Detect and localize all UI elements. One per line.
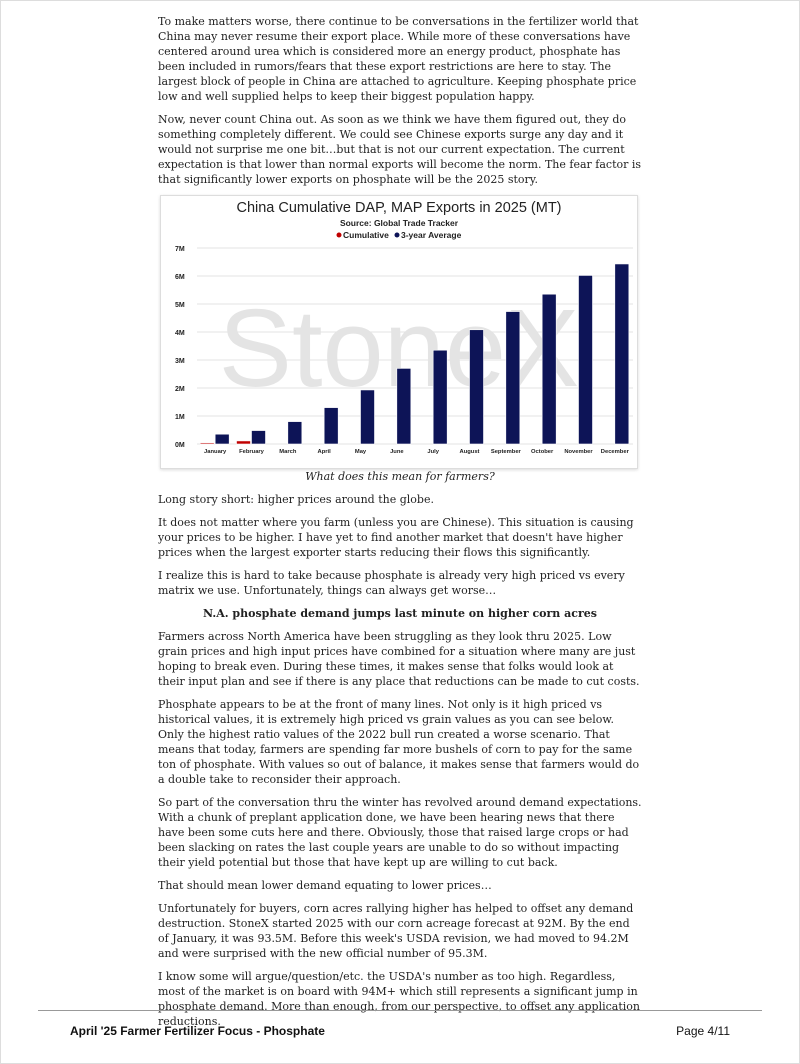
footer-divider xyxy=(38,1010,762,1011)
x-tick-label: June xyxy=(390,449,404,455)
chart-legend: Cumulative 3-year Average xyxy=(336,230,462,240)
x-tick-label: October xyxy=(531,449,554,455)
bar-cumulative xyxy=(236,440,251,445)
legend-swatch-average xyxy=(394,232,400,238)
x-tick-label: April xyxy=(318,449,332,455)
bar-average xyxy=(251,430,266,445)
legend-swatch-cumulative xyxy=(336,232,342,238)
bar-average xyxy=(469,329,484,445)
x-tick-label: March xyxy=(279,449,297,455)
chart-subtitle: Source: Global Trade Tracker xyxy=(340,218,459,228)
section-heading: N.A. phosphate demand jumps last minute … xyxy=(203,607,597,620)
bar-average xyxy=(214,433,230,445)
x-tick-label: May xyxy=(355,449,367,455)
x-tick-label: September xyxy=(491,449,522,455)
bar-average xyxy=(287,421,303,445)
legend-label-average: 3-year Average xyxy=(401,230,462,240)
paragraph: Unfortunately for buyers, corn acres ral… xyxy=(158,902,634,960)
paragraph: That should mean lower demand equating t… xyxy=(158,879,492,892)
y-tick-label: 5M xyxy=(175,302,185,309)
paragraph: I know some will argue/question/etc. the… xyxy=(158,970,640,1028)
y-tick-label: 3M xyxy=(175,358,185,365)
chart-svg: China Cumulative DAP, MAP Exports in 202… xyxy=(175,200,633,455)
document-body: To make matters worse, there continue to… xyxy=(158,14,642,1037)
y-tick-label: 2M xyxy=(175,386,185,393)
y-tick-label: 4M xyxy=(175,330,185,337)
bar-average xyxy=(578,275,593,445)
paragraph: Long story short: higher prices around t… xyxy=(158,493,434,506)
page-number: Page 4/11 xyxy=(676,1024,730,1038)
y-tick-label: 1M xyxy=(175,414,185,421)
bar-average xyxy=(505,311,521,445)
paragraph: Now, never count China out. As soon as w… xyxy=(158,113,642,186)
x-tick-label: January xyxy=(204,449,227,455)
x-tick-label: August xyxy=(460,449,480,455)
x-tick-label: July xyxy=(427,449,439,455)
paragraph: It does not matter where you farm (unles… xyxy=(158,516,634,559)
footer: April '25 Farmer Fertilizer Focus - Phos… xyxy=(70,1024,730,1038)
x-tick-label: November xyxy=(564,449,593,455)
paragraph: To make matters worse, there continue to… xyxy=(158,15,639,103)
bar-cumulative xyxy=(199,442,215,445)
paragraph: I realize this is hard to take because p… xyxy=(158,569,625,597)
y-tick-label: 7M xyxy=(175,246,185,253)
paragraph: Phosphate appears to be at the front of … xyxy=(158,698,640,786)
x-tick-label: December xyxy=(601,449,630,455)
bar-average xyxy=(541,293,557,445)
legend-label-cumulative: Cumulative xyxy=(343,230,389,240)
chart-caption: What does this mean for farmers? xyxy=(305,470,495,483)
bar-average xyxy=(360,389,375,445)
bar-average xyxy=(396,368,412,445)
y-tick-label: 0M xyxy=(175,442,185,449)
paragraph: Farmers across North America have been s… xyxy=(158,630,640,688)
bar-average xyxy=(432,349,448,445)
x-tick-label: February xyxy=(239,449,265,455)
bar-average xyxy=(323,407,339,445)
chart: China Cumulative DAP, MAP Exports in 202… xyxy=(160,195,638,469)
bar-average xyxy=(614,263,630,445)
footer-title: April '25 Farmer Fertilizer Focus - Phos… xyxy=(70,1024,325,1038)
chart-title: China Cumulative DAP, MAP Exports in 202… xyxy=(236,200,561,216)
y-tick-label: 6M xyxy=(175,274,185,281)
paragraph: So part of the conversation thru the win… xyxy=(158,796,642,869)
